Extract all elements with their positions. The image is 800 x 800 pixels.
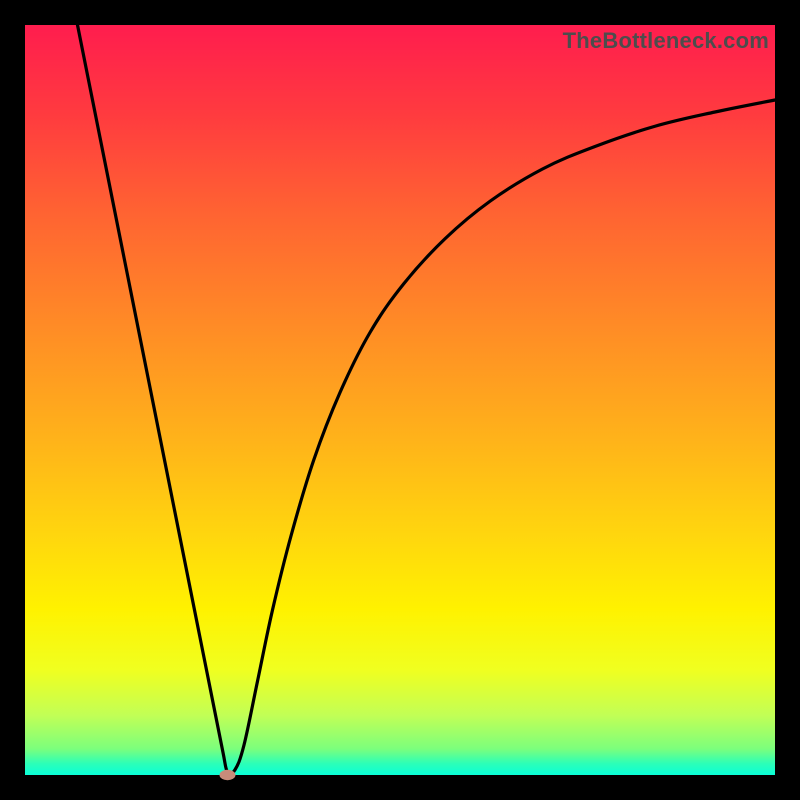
- plot-area: TheBottleneck.com: [25, 25, 775, 775]
- curve-layer: [25, 25, 775, 775]
- optimum-marker: [220, 770, 236, 780]
- bottleneck-curve: [78, 25, 776, 774]
